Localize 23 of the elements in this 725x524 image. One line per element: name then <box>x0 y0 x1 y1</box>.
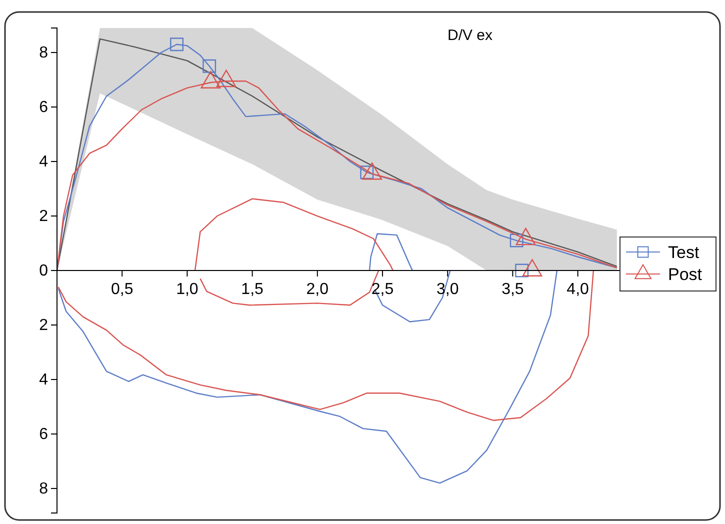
line-series <box>194 198 394 272</box>
line-series <box>58 270 558 484</box>
y-tick-label: 2 <box>39 208 48 226</box>
legend-label: Post <box>668 265 702 284</box>
y-tick-label: 4 <box>39 372 48 389</box>
y-tick-label: 0 <box>39 262 48 280</box>
x-tick-label: 0,5 <box>110 280 134 298</box>
x-tick-label: 2,0 <box>306 280 329 298</box>
y-tick-label: 8 <box>39 44 48 62</box>
y-tick-label: 2 <box>39 317 48 334</box>
x-tick-label: 1,5 <box>241 280 264 298</box>
y-tick-label: 4 <box>39 154 48 171</box>
y-tick-label: 8 <box>39 480 48 498</box>
line-series <box>368 233 414 272</box>
y-tick-label: 6 <box>39 426 48 444</box>
x-tick-label: 1,0 <box>176 280 198 298</box>
x-tick-label: 2,5 <box>371 280 394 298</box>
y-tick-label: 6 <box>39 99 48 116</box>
x-tick-label: 4,0 <box>566 280 590 298</box>
chart-title: D/V ex <box>447 27 494 44</box>
x-tick-label: 3,5 <box>502 280 524 298</box>
legend-label: Test <box>668 243 700 262</box>
line-series <box>58 270 594 421</box>
